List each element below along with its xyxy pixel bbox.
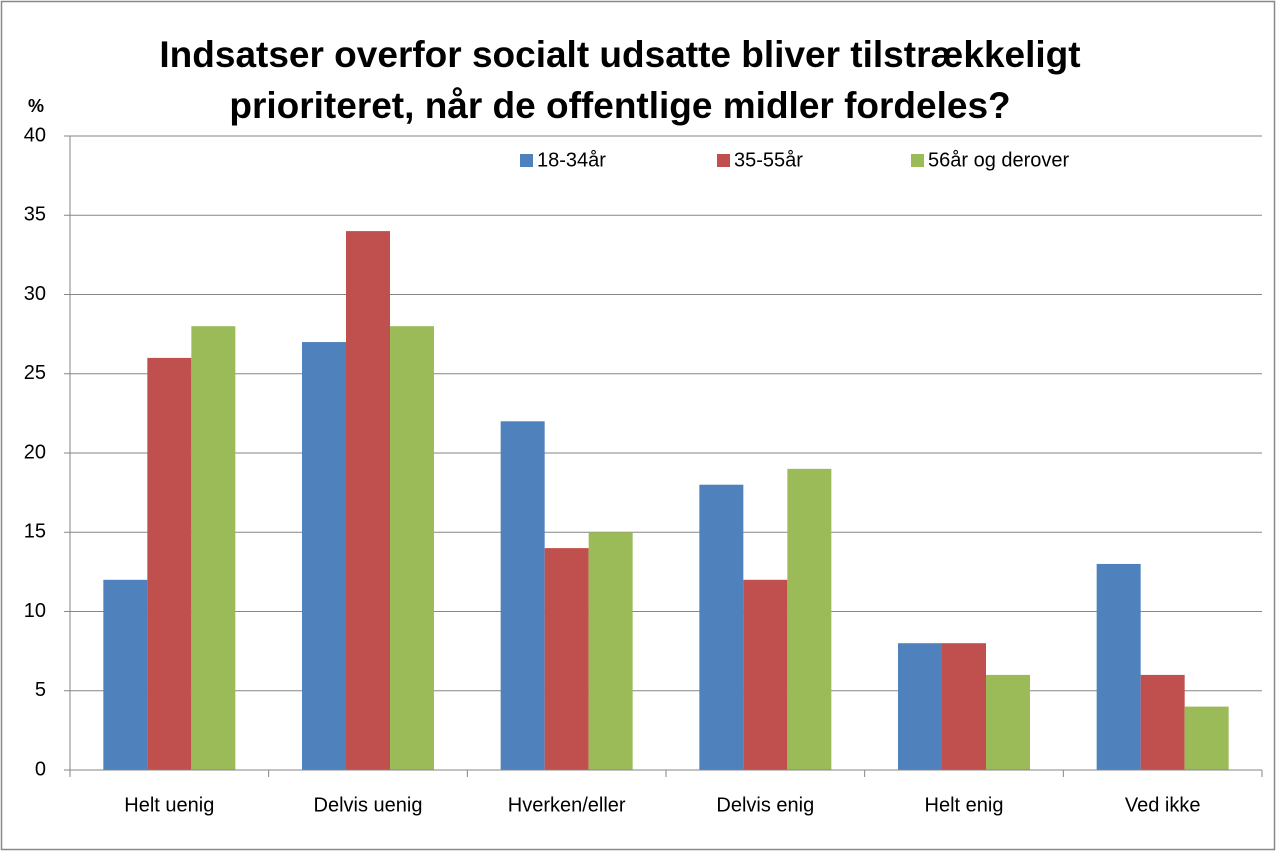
y-tick-label: 15 <box>24 521 46 543</box>
bar <box>787 468 832 770</box>
legend-label: 56år og derover <box>928 149 1070 171</box>
x-tick-label: Delvis enig <box>716 794 814 816</box>
legend-label: 35-55år <box>734 149 803 171</box>
y-tick-label: 40 <box>24 124 46 146</box>
bar <box>699 484 744 770</box>
bar <box>390 326 434 770</box>
bar <box>1096 563 1141 770</box>
legend-swatch <box>520 154 533 167</box>
bar <box>1140 674 1185 770</box>
bar <box>544 548 589 770</box>
x-tick-label: Helt enig <box>925 794 1004 816</box>
y-tick-label: 10 <box>24 600 46 622</box>
x-tick-label: Ved ikke <box>1125 794 1201 816</box>
bar <box>588 532 633 770</box>
bar <box>898 643 942 770</box>
x-tick-label: Delvis uenig <box>314 794 423 816</box>
bar <box>500 421 545 770</box>
legend-swatch <box>911 154 924 167</box>
legend-swatch <box>717 154 730 167</box>
bar <box>103 579 148 770</box>
y-axis-label: % <box>28 96 44 116</box>
chart-title: Indsatser overfor socialt udsatte bliver… <box>159 34 1080 75</box>
bar <box>302 342 346 770</box>
bar <box>147 357 192 770</box>
y-tick-label: 20 <box>24 441 46 463</box>
y-tick-label: 25 <box>24 362 46 384</box>
y-tick-label: 35 <box>24 204 46 226</box>
x-tick-label: Helt uenig <box>124 794 214 816</box>
y-tick-label: 0 <box>35 758 46 780</box>
bar <box>346 231 390 771</box>
chart-title: prioriteret, når de offentlige midler fo… <box>229 85 1010 126</box>
bar <box>743 579 788 770</box>
bar <box>942 643 986 770</box>
legend-label: 18-34år <box>537 149 606 171</box>
bar <box>986 674 1030 770</box>
bar <box>191 326 236 770</box>
bar <box>1184 706 1229 770</box>
y-tick-label: 30 <box>24 283 46 305</box>
y-tick-label: 5 <box>35 679 46 701</box>
x-tick-label: Hverken/eller <box>508 794 626 816</box>
